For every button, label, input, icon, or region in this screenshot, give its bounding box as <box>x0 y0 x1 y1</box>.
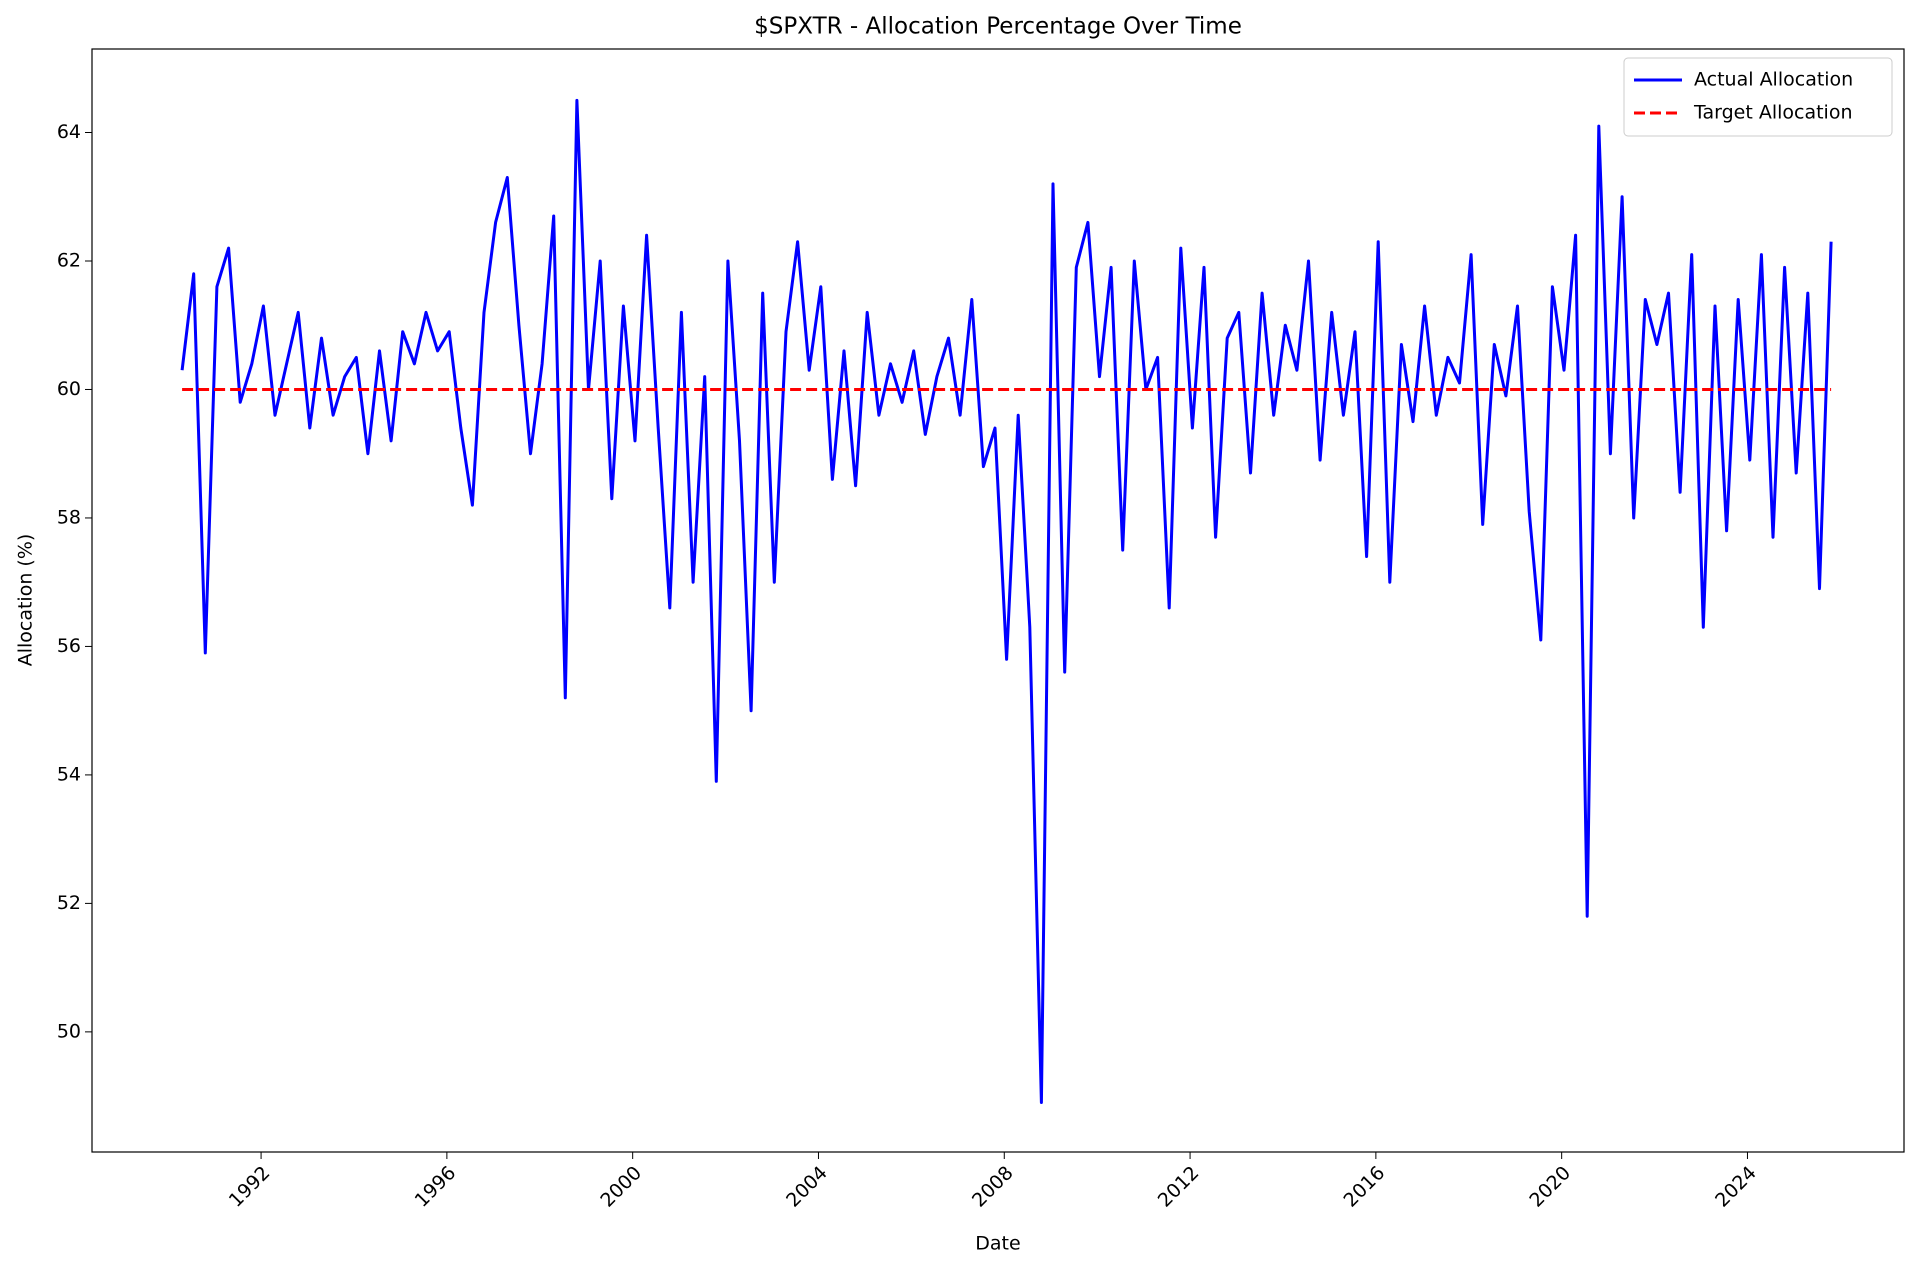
x-axis-label: Date <box>975 1233 1020 1255</box>
legend-label: Target Allocation <box>1693 102 1853 124</box>
x-tick-label: 2012 <box>1154 1162 1204 1212</box>
y-tick-label: 54 <box>57 763 81 785</box>
y-axis-label: Allocation (%) <box>15 534 37 667</box>
x-tick-label: 1996 <box>411 1162 461 1212</box>
x-tick-label: 2000 <box>596 1162 646 1212</box>
x-tick-label: 2020 <box>1525 1162 1575 1212</box>
plot-frame <box>91 48 1905 1153</box>
y-tick-label: 50 <box>57 1020 81 1042</box>
x-tick-label: 2008 <box>968 1162 1018 1212</box>
legend-box <box>1623 57 1893 137</box>
y-tick-label: 58 <box>57 506 81 528</box>
chart-title: $SPXTR - Allocation Percentage Over Time <box>754 14 1242 40</box>
y-tick-label: 62 <box>57 249 81 271</box>
y-tick-label: 60 <box>57 378 81 400</box>
y-tick-label: 64 <box>57 121 81 143</box>
legend-label: Actual Allocation <box>1694 69 1853 91</box>
x-tick-label: 2004 <box>782 1162 832 1212</box>
x-tick-label: 2016 <box>1340 1162 1390 1212</box>
series-line <box>180 98 1833 1104</box>
y-tick-label: 52 <box>57 892 81 914</box>
y-tick-label: 56 <box>57 635 81 657</box>
x-tick-label: 2024 <box>1711 1162 1761 1212</box>
x-tick-label: 1992 <box>225 1162 275 1212</box>
